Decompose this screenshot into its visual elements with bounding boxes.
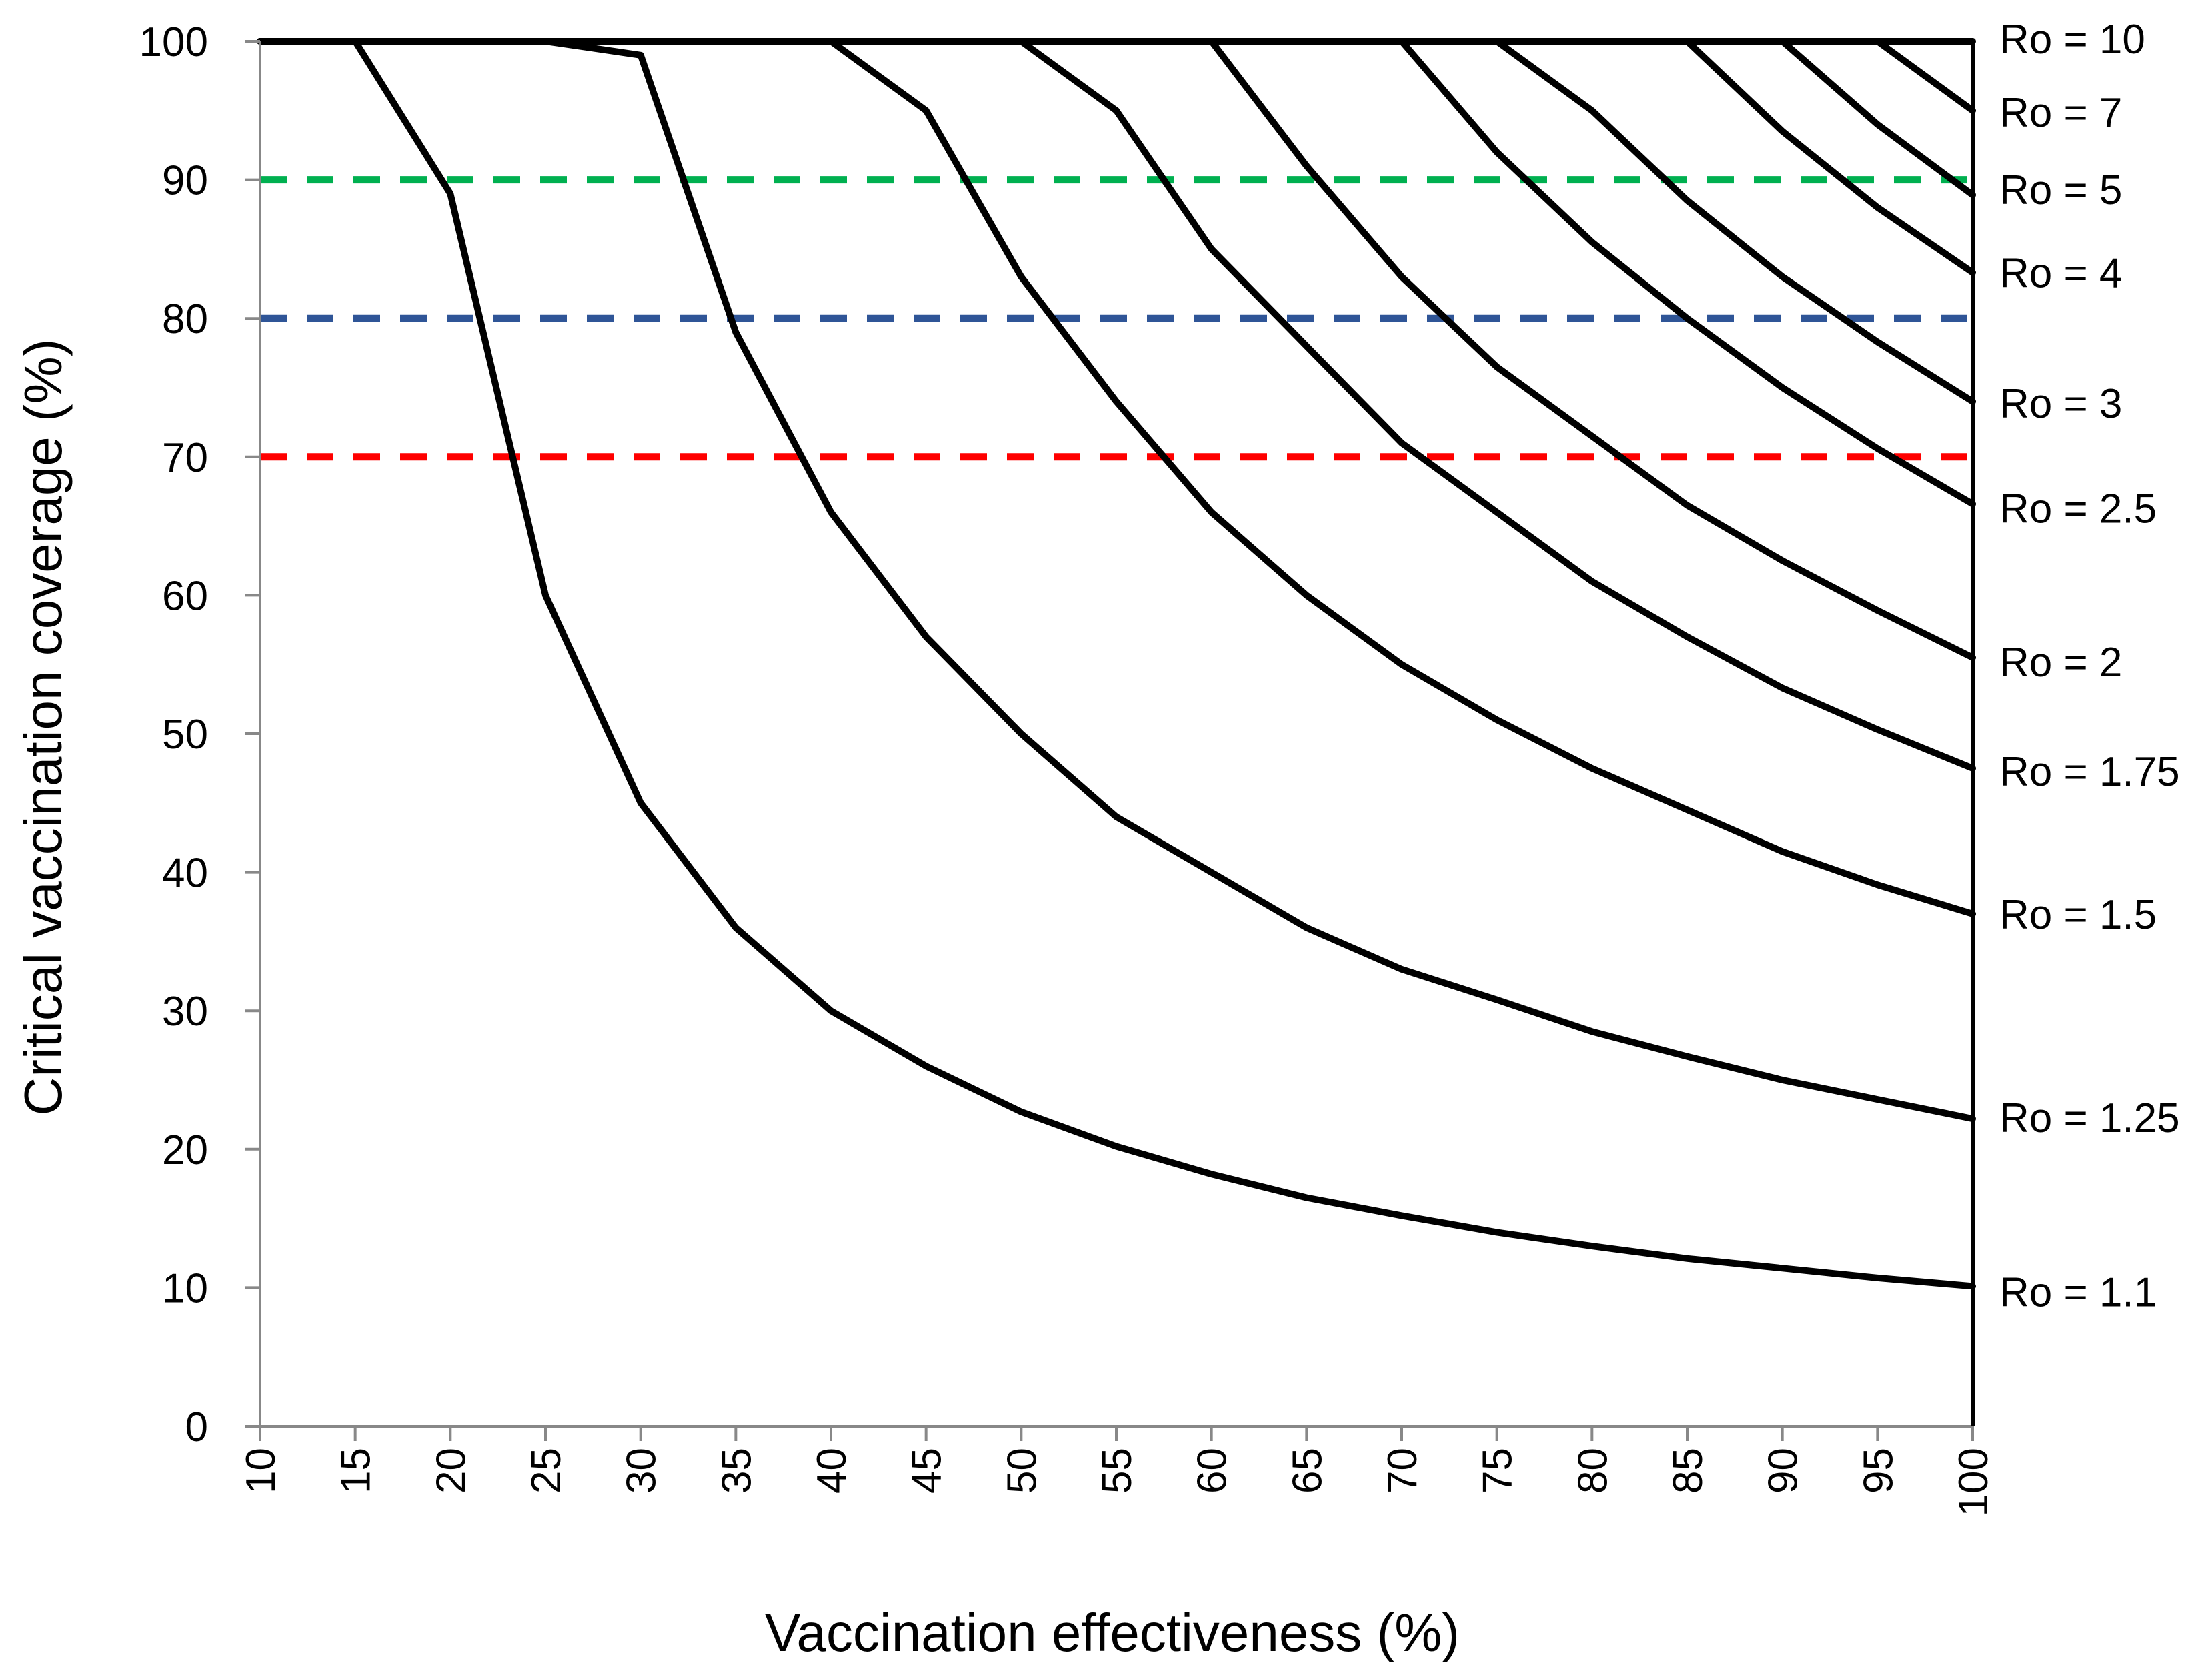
y-axis-ticks: 0 10 20 30 40 50 60 70 80 90 100 [139, 19, 260, 1450]
series-labels: Ro = 10 Ro = 7 Ro = 5 Ro = 4 Ro = 3 Ro = 2.5 R… [1999, 17, 2180, 1316]
series-label: Ro = 10 [1999, 17, 2145, 63]
y-tick-label: 40 [162, 851, 208, 897]
reference-lines [260, 176, 1973, 461]
series-label: Ro = 2 [1999, 640, 2122, 686]
series-label: Ro = 1.25 [1999, 1095, 2180, 1141]
x-tick-label: 40 [809, 1448, 855, 1494]
series-line-1-1 [257, 38, 1976, 1290]
x-axis-title: Vaccination effectiveness (%) [765, 1603, 1460, 1662]
series-lines [257, 38, 1976, 1290]
x-tick-label: 30 [619, 1448, 665, 1494]
y-axis-title: Critical vaccination coverage (%) [13, 339, 73, 1116]
series-label: Ro = 3 [1999, 381, 2122, 427]
x-tick-label: 95 [1855, 1448, 1901, 1494]
series-label: Ro = 1.5 [1999, 892, 2157, 938]
y-tick-label: 20 [162, 1127, 208, 1173]
x-tick-label: 90 [1761, 1448, 1807, 1494]
x-tick-label: 45 [904, 1448, 950, 1494]
x-tick-label: 65 [1284, 1448, 1330, 1494]
y-tick-label: 10 [162, 1265, 208, 1311]
series-label: Ro = 7 [1999, 90, 2122, 136]
x-tick-label: 50 [999, 1448, 1045, 1494]
x-tick-label: 75 [1475, 1448, 1521, 1494]
series-label: Ro = 2.5 [1999, 486, 2157, 532]
y-tick-label: 80 [162, 296, 208, 342]
x-tick-label: 10 [238, 1448, 284, 1494]
x-tick-label: 100 [1951, 1448, 1997, 1516]
y-tick-label: 60 [162, 573, 208, 619]
x-axis-ticks: 10 15 20 25 30 35 40 45 50 55 60 65 70 75 80 85 90 95 100 [238, 1426, 1997, 1516]
x-tick-label: 70 [1380, 1448, 1426, 1494]
x-tick-label: 15 [333, 1448, 379, 1494]
series-label: Ro = 5 [1999, 167, 2122, 213]
x-tick-label: 55 [1094, 1448, 1140, 1494]
series-label: Ro = 1.1 [1999, 1270, 2157, 1316]
x-tick-label: 60 [1190, 1448, 1236, 1494]
x-tick-label: 25 [523, 1448, 570, 1494]
x-tick-label: 35 [714, 1448, 760, 1494]
y-tick-label: 0 [185, 1404, 208, 1450]
y-tick-label: 90 [162, 158, 208, 204]
y-tick-label: 100 [139, 19, 208, 65]
x-tick-label: 20 [428, 1448, 474, 1494]
y-tick-label: 30 [162, 989, 208, 1035]
x-tick-label: 80 [1570, 1448, 1616, 1494]
y-tick-label: 70 [162, 435, 208, 481]
x-tick-label: 85 [1665, 1448, 1711, 1494]
series-label: Ro = 4 [1999, 251, 2122, 297]
series-label: Ro = 1.75 [1999, 749, 2180, 795]
y-tick-label: 50 [162, 712, 208, 758]
